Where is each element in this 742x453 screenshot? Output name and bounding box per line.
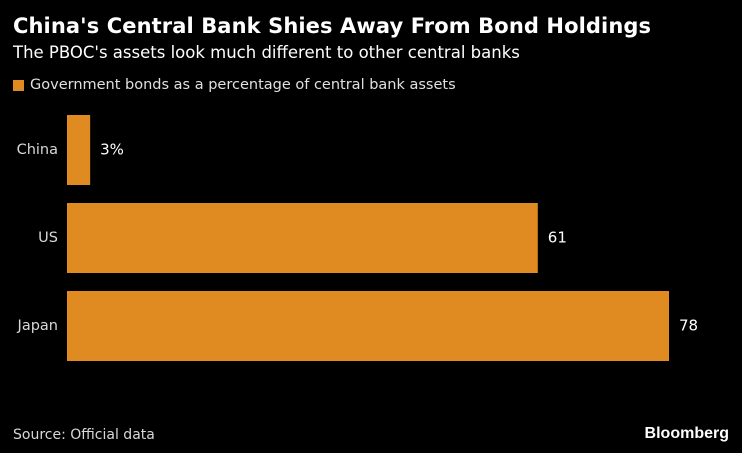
value-label-us: 61 (548, 229, 567, 247)
bar-japan (67, 291, 669, 361)
legend-swatch (13, 79, 24, 91)
bar-china (67, 115, 91, 185)
bloomberg-logo: Bloomberg (644, 425, 729, 442)
category-label-japan: Japan (17, 318, 58, 334)
source-note: Source: Official data (13, 427, 155, 443)
bar-us (67, 203, 538, 273)
category-label-china: China (17, 142, 58, 158)
legend: Government bonds as a percentage of cent… (13, 77, 456, 93)
value-label-japan: 78 (679, 317, 698, 335)
chart-subtitle: The PBOC's assets look much different to… (13, 43, 520, 62)
value-label-china: 3% (100, 141, 124, 159)
legend-label: Government bonds as a percentage of cent… (30, 77, 456, 93)
category-label-us: US (38, 230, 58, 246)
chart-title: China's Central Bank Shies Away From Bon… (13, 14, 652, 38)
